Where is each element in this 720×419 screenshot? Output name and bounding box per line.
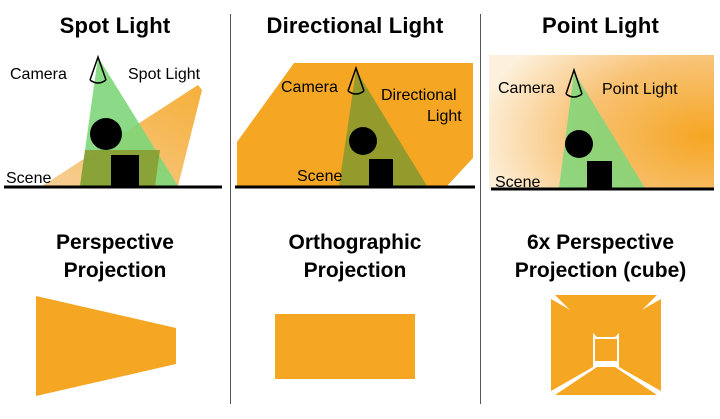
camera-arc <box>347 90 365 95</box>
camera-arc <box>89 79 107 84</box>
directional-light-column: Directional Light Camera Directional Lig… <box>231 0 479 419</box>
light-label: Point Light <box>602 81 678 98</box>
directional-light-title: Directional Light <box>266 13 444 38</box>
perspective-frustum-shape <box>36 296 176 396</box>
camera-label: Camera <box>281 79 338 96</box>
camera-icon <box>347 65 365 92</box>
sphere-object <box>349 127 377 155</box>
camera-label: Camera <box>10 66 67 83</box>
scene-label: Scene <box>6 170 51 187</box>
orthographic-projection-title: Orthographic Projection <box>288 231 422 282</box>
orthographic-box-shape <box>275 314 415 379</box>
light-label: Spot Light <box>128 66 201 83</box>
cube-projection-shape <box>551 295 661 395</box>
point-light-column: Point Light Camera Point Light Scene 6x … <box>481 0 720 419</box>
camera-icon <box>89 54 107 81</box>
camera-icon <box>565 67 583 95</box>
light-label-line2: Light <box>427 108 462 125</box>
cube-object <box>111 155 139 186</box>
camera-frustum <box>559 72 645 188</box>
cube-projection-title: 6x Perspective Projection (cube) <box>514 231 687 282</box>
spot-light-column: Spot Light Camera Spot Light Scene Persp… <box>0 0 230 419</box>
spot-light-diagram: Camera Spot Light Scene <box>4 54 222 189</box>
sphere-object <box>90 118 122 150</box>
camera-frustum <box>339 70 427 186</box>
spot-light-title: Spot Light <box>59 13 171 38</box>
directional-light-diagram: Camera Directional Light Scene <box>235 63 475 189</box>
camera-label: Camera <box>498 80 555 97</box>
point-light-title: Point Light <box>541 13 660 38</box>
column-divider-2 <box>480 14 481 404</box>
cube-object <box>587 161 612 188</box>
camera-arc <box>565 93 583 98</box>
column-divider-1 <box>230 14 231 404</box>
perspective-projection-title: Perspective Projection <box>56 231 174 282</box>
sphere-object <box>565 130 593 158</box>
scene-label: Scene <box>495 174 540 191</box>
point-light-diagram: Camera Point Light Scene <box>489 55 714 191</box>
scene-label: Scene <box>297 168 342 185</box>
light-label-line1: Directional <box>381 87 457 104</box>
cube-object <box>369 159 393 186</box>
